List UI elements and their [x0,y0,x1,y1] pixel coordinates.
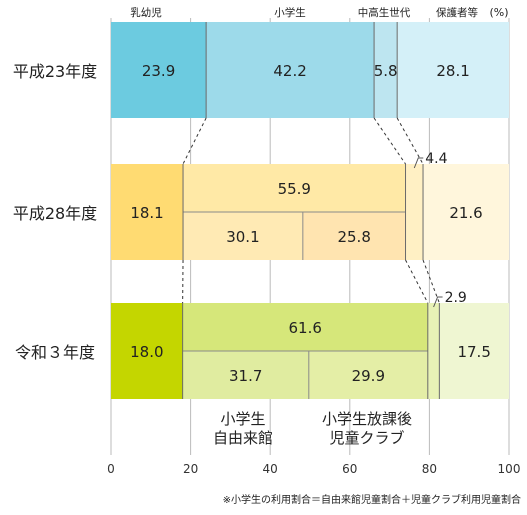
bar-sub-1-1 [302,212,406,260]
bar-0-3 [397,22,509,118]
bar-1-2 [405,164,424,260]
connector-lines [182,117,440,304]
bar-2-3 [439,303,509,399]
bar-2-1 [182,303,428,351]
bar-sub-2-0 [182,351,309,399]
data-label-sub-2-0: 31.7 [229,367,262,385]
data-label-0-0: 23.9 [142,62,175,80]
connector-0-3 [396,117,424,165]
row-label-2: 令和３年度 [15,343,95,362]
unit-label: (%) [489,6,508,19]
x-tick-label-40: 40 [263,462,278,476]
sub-category-label-1-0: 小学生放課後 [322,410,412,428]
bar-2-2 [427,303,440,399]
x-tick-label-80: 80 [422,462,437,476]
bar-0-2 [374,22,398,118]
data-label-2-2: 2.9 [445,290,467,306]
data-label-sub-1-0: 30.1 [226,228,259,246]
data-label-1-0: 18.1 [130,204,163,222]
row-label-0: 平成23年度 [13,62,97,81]
footnote: ※小学生の利用割合＝自由来館児童割合＋児童クラブ利用児童割合 [223,493,521,506]
sub-category-label-0-1: 自由来館 [213,429,273,447]
category-header-2: 中高生世代 [358,6,411,19]
bar-1-0 [111,164,184,260]
data-label-sub-2-1: 29.9 [352,367,385,385]
data-label-1-1: 55.9 [278,180,311,198]
bar-sub-2-1 [308,351,428,399]
connector-1-3 [422,259,440,304]
category-header-0: 乳幼児 [130,6,162,19]
connector-0-1 [182,117,207,165]
data-label-0-1: 42.2 [273,62,306,80]
data-label-2-1: 61.6 [289,319,322,337]
data-label-1-2: 4.4 [425,151,447,167]
sub-category-label-0-0: 小学生 [220,410,265,428]
callout-line-2-2 [433,296,443,308]
x-tick-label-100: 100 [498,462,521,476]
bar-1-1 [183,164,406,212]
data-label-2-0: 18.0 [130,343,163,361]
bar-1-3 [423,164,509,260]
data-label-1-3: 21.6 [449,204,482,222]
x-tick-label-0: 0 [107,462,115,476]
bar-0-0 [111,22,207,118]
data-label-0-3: 28.1 [436,62,469,80]
data-label-0-2: 5.8 [374,62,398,80]
category-header-3: 保護者等 [436,6,478,19]
x-tick-label-20: 20 [183,462,198,476]
bar-sub-1-0 [183,212,303,260]
row-label-1: 平成28年度 [13,204,97,223]
data-label-2-3: 17.5 [457,343,490,361]
bar-2-0 [111,303,183,399]
callout-line-1-2 [413,157,424,169]
connector-1-2 [405,259,429,304]
category-header-1: 小学生 [274,6,306,19]
data-label-sub-1-1: 25.8 [337,228,370,246]
x-tick-label-60: 60 [342,462,357,476]
bar-0-1 [206,22,375,118]
bars [111,22,509,399]
sub-category-label-1-1: 児童クラブ [329,429,404,447]
